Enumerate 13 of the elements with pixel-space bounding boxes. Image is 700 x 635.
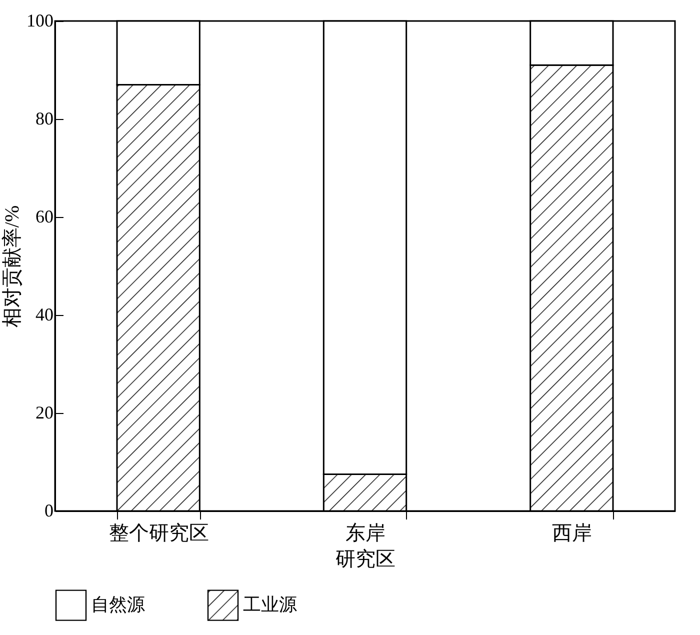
x-axis-title: 研究区: [336, 548, 396, 570]
y-tick-label: 0: [44, 500, 54, 520]
y-tick-label: 60: [36, 206, 54, 226]
y-tick-label: 100: [26, 10, 54, 30]
legend-label: 工业源: [243, 594, 297, 614]
y-axis-title: 相对贡献率/%: [2, 205, 24, 328]
x-tick-label: 东岸: [346, 522, 386, 544]
y-tick-label: 20: [36, 402, 54, 422]
x-tick-label: 西岸: [552, 522, 592, 544]
legend-label: 自然源: [91, 594, 145, 614]
x-tick-label: 整个研究区: [108, 522, 209, 544]
y-tick-label: 40: [36, 304, 54, 324]
y-tick-label: 80: [36, 108, 54, 128]
